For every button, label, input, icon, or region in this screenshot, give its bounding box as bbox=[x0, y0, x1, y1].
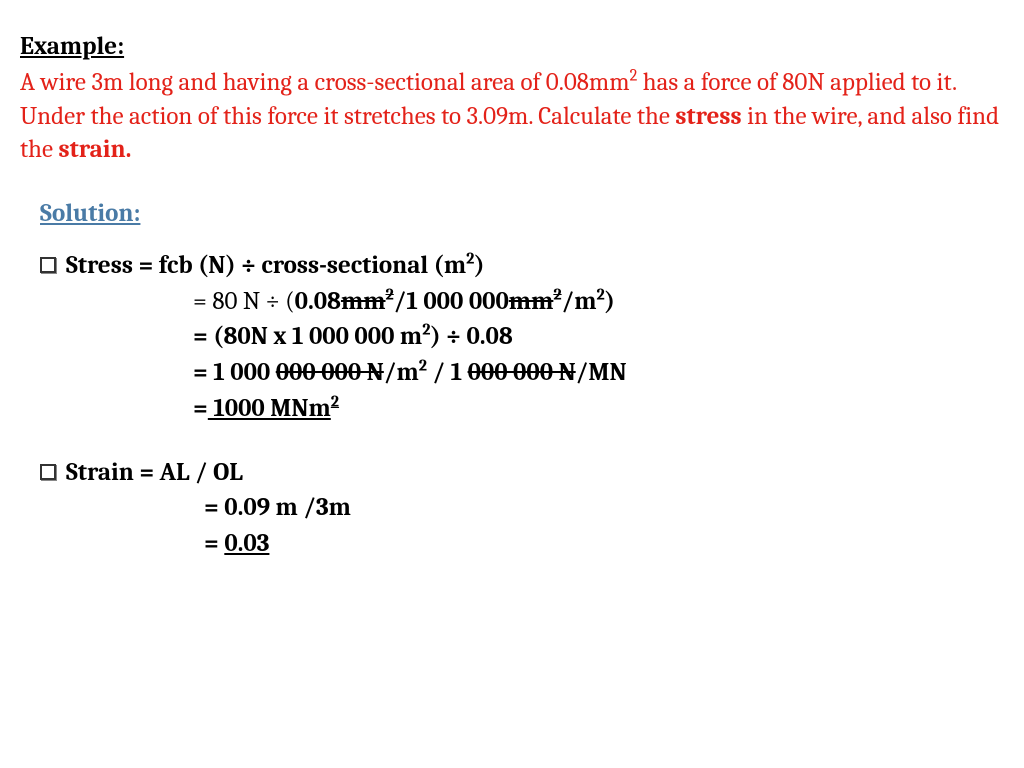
stress-eq: = bbox=[133, 251, 159, 280]
s2fsup: 2 bbox=[597, 285, 605, 304]
s4b: 000 000 N bbox=[276, 358, 384, 387]
st3b: 0.03 bbox=[224, 529, 269, 558]
stress-rhs1b: ) bbox=[474, 251, 484, 280]
s3b: ) ÷ 0.08 bbox=[430, 322, 512, 351]
s2esup: 2 bbox=[553, 285, 561, 304]
s4a: = 1 000 bbox=[193, 358, 276, 387]
s2d: /1 000 000 bbox=[394, 287, 509, 316]
s2csup: 2 bbox=[386, 285, 394, 304]
stress-block: Stress = fcb (N) ÷ cross-sectional (m2) … bbox=[40, 249, 1004, 426]
s4d: / 1 bbox=[427, 358, 468, 387]
stress-line-1: Stress = fcb (N) ÷ cross-sectional (m2) bbox=[40, 249, 1004, 283]
s2g: ) bbox=[605, 287, 615, 316]
strain-lhs: Strain bbox=[66, 458, 139, 487]
s4c: /m bbox=[384, 358, 419, 387]
problem-text-1: A wire 3m long and having a cross-sectio… bbox=[20, 68, 630, 97]
problem-strain-word: strain. bbox=[59, 135, 132, 164]
example-heading: Example: bbox=[20, 30, 1004, 64]
bullet-icon bbox=[40, 464, 56, 480]
strain-eq: = bbox=[139, 458, 159, 487]
stress-line-5: = 1000 MNm2 bbox=[193, 392, 1004, 426]
bullet-icon bbox=[40, 257, 56, 273]
strain-line-3: = 0.03 bbox=[204, 527, 1004, 561]
s2e: mm bbox=[509, 287, 554, 316]
strain-line-1: Strain = AL / OL bbox=[40, 456, 1004, 490]
s2a: = 80 N ÷ ( bbox=[193, 287, 295, 316]
strain-rhs1: AL / OL bbox=[160, 458, 243, 487]
stress-rhs1a: fcb (N) ÷ cross-sectional (m bbox=[159, 251, 466, 280]
s2c: mm bbox=[341, 287, 386, 316]
s2b: 0.08 bbox=[295, 287, 341, 316]
s5b: 1000 MNm bbox=[208, 394, 331, 423]
s5sup: 2 bbox=[331, 392, 339, 411]
s3a: = (80N x 1 000 000 m bbox=[193, 322, 422, 351]
st3a: = bbox=[204, 529, 224, 558]
problem-statement: A wire 3m long and having a cross-sectio… bbox=[20, 66, 1004, 167]
strain-line-2: = 0.09 m /3m bbox=[204, 491, 1004, 525]
s4e: 000 000 N bbox=[468, 358, 576, 387]
s4f: /MN bbox=[576, 358, 627, 387]
problem-stress-word: stress bbox=[675, 102, 741, 131]
stress-lhs: Stress bbox=[66, 251, 133, 280]
s5a: = bbox=[193, 394, 208, 423]
strain-block: Strain = AL / OL = 0.09 m /3m = 0.03 bbox=[40, 456, 1004, 561]
s2f: /m bbox=[562, 287, 597, 316]
s4sup: 2 bbox=[419, 357, 427, 376]
stress-line-3: = (80N x 1 000 000 m2) ÷ 0.08 bbox=[193, 320, 1004, 354]
stress-line-2: = 80 N ÷ (0.08mm2/1 000 000mm2/m2) bbox=[193, 285, 1004, 319]
solution-heading: Solution: bbox=[40, 197, 1004, 231]
stress-line-4: = 1 000 000 000 N/m2 / 1 000 000 N/MN bbox=[193, 356, 1004, 390]
